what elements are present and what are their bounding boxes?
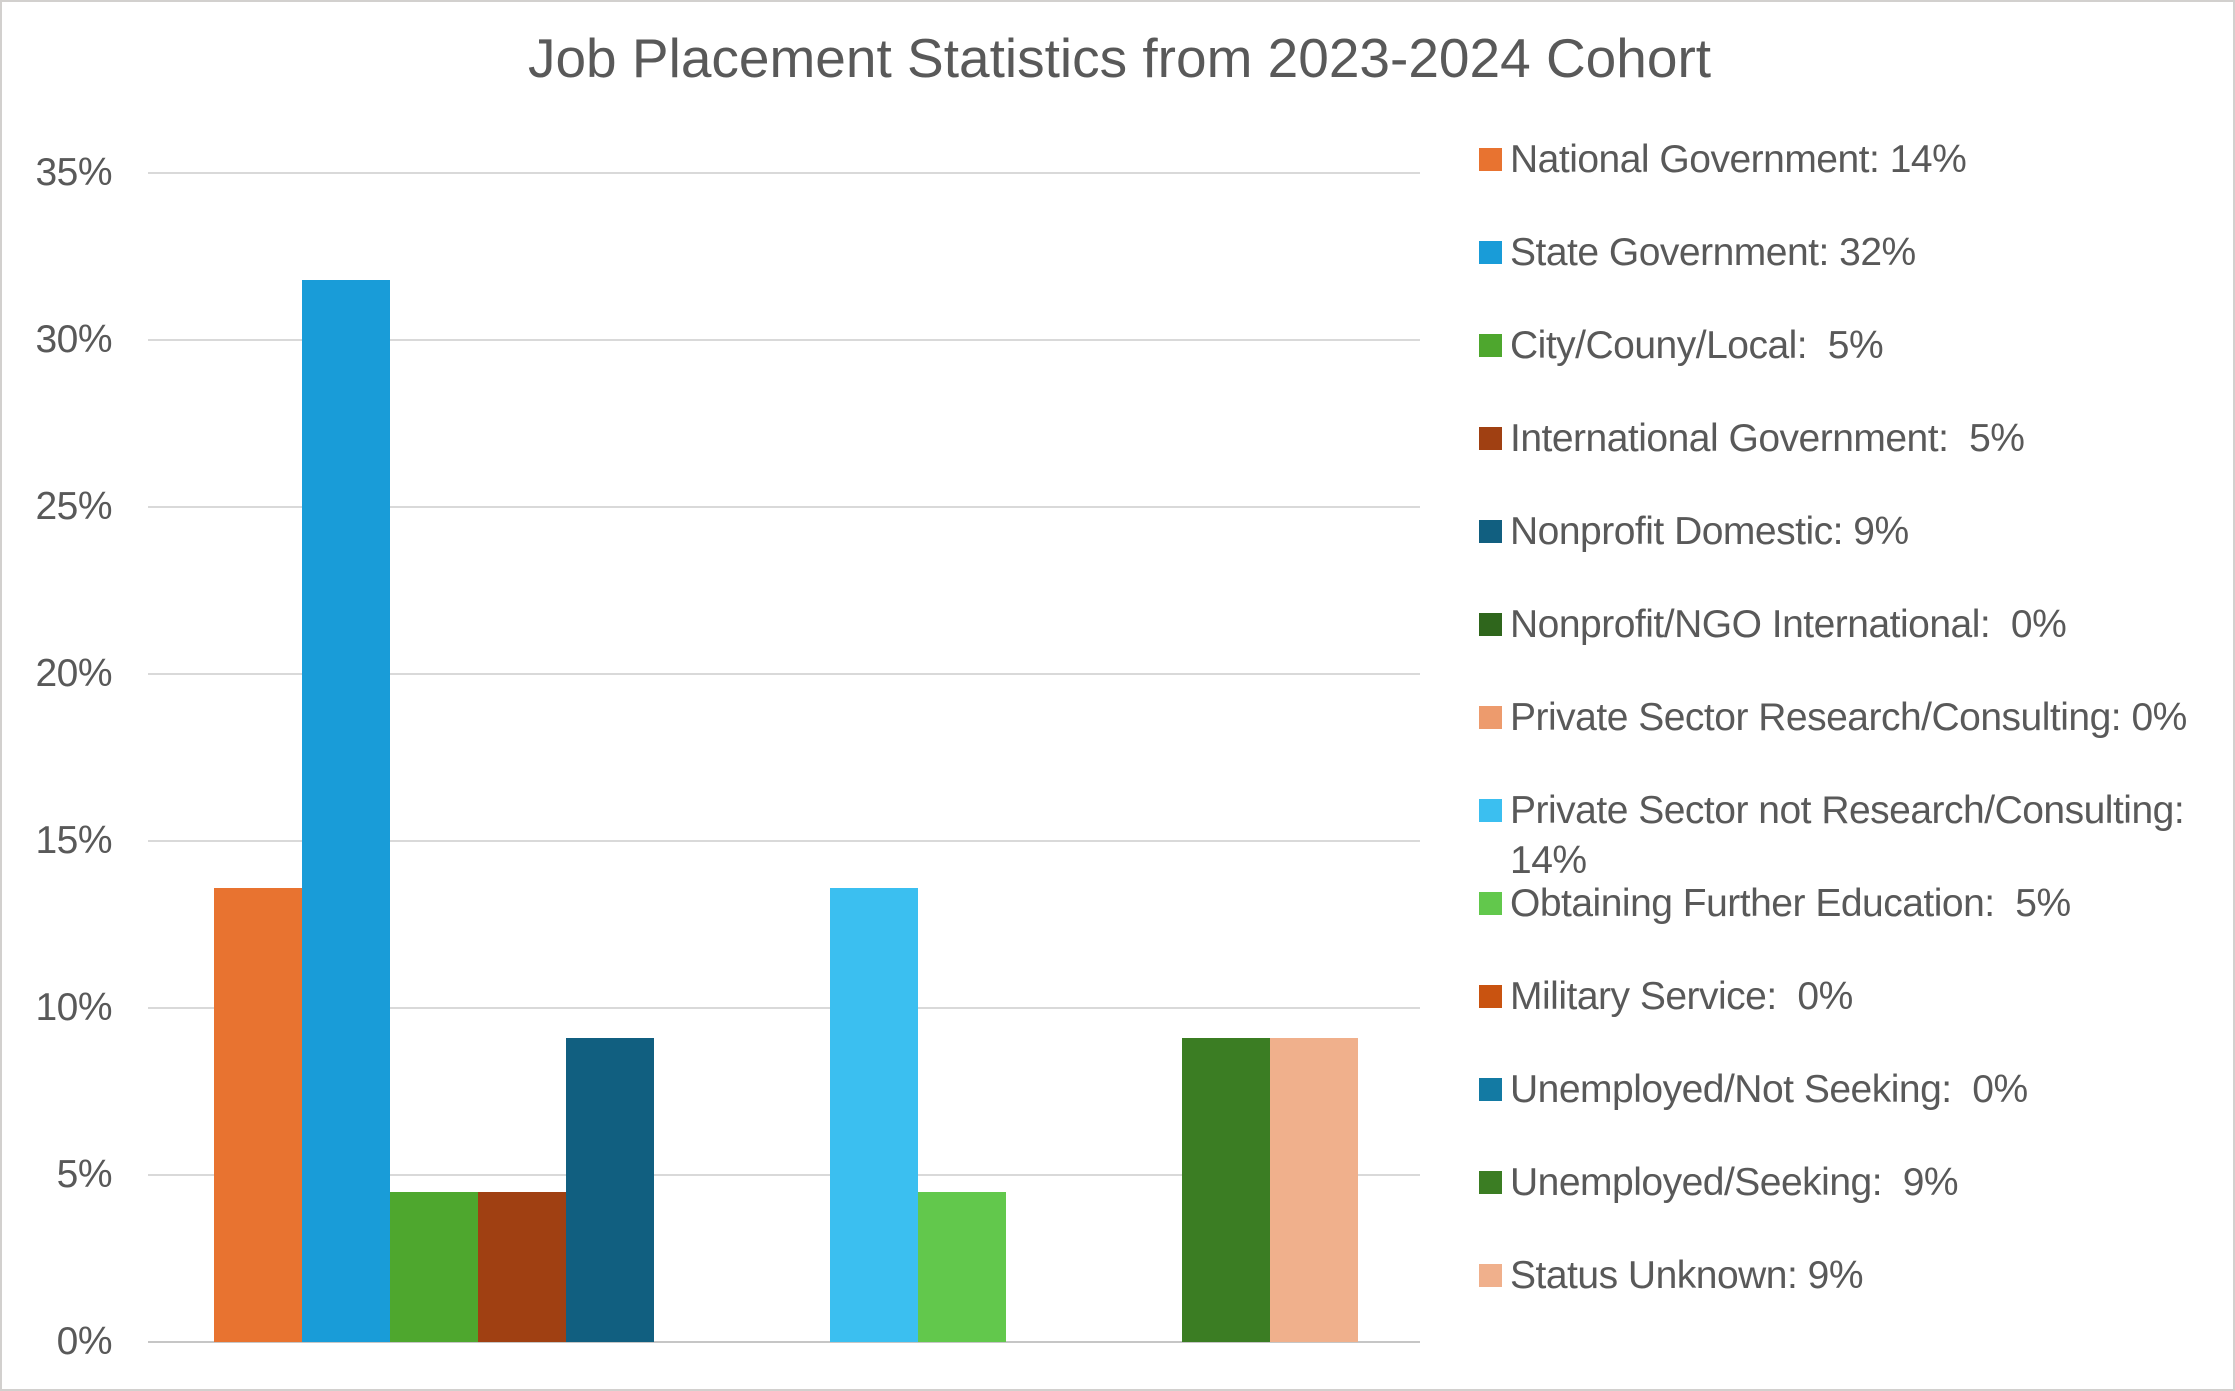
y-tick-10: 10% — [35, 986, 112, 1029]
bar-private-sector-not-research-consulting — [830, 888, 918, 1342]
legend-swatch-obtaining-further-education-icon — [1479, 892, 1502, 915]
legend-swatch-national-government-icon — [1479, 148, 1502, 171]
plot-area — [214, 173, 1358, 1342]
gridline-15 — [148, 840, 1420, 842]
y-tick-30: 30% — [35, 318, 112, 361]
legend-swatch-status-unknown-icon — [1479, 1264, 1502, 1287]
y-tick-5: 5% — [56, 1153, 113, 1196]
legend-item-city-county-local: City/Couny/Local: 5% — [1510, 324, 1884, 367]
bar-unemployed-seeking — [1182, 1038, 1270, 1342]
y-tick-20: 20% — [35, 652, 112, 695]
legend-item-nonprofit-domestic: Nonprofit Domestic: 9% — [1510, 510, 1909, 553]
bar-nonprofit-domestic — [566, 1038, 654, 1342]
legend-item-obtaining-further-education: Obtaining Further Education: 5% — [1510, 882, 2071, 925]
y-tick-0: 0% — [56, 1320, 113, 1363]
legend-swatch-military-service-icon — [1479, 985, 1502, 1008]
legend-item-status-unknown: Status Unknown: 9% — [1510, 1254, 1864, 1297]
y-tick-15: 15% — [35, 819, 112, 862]
gridline-5 — [148, 1174, 1420, 1176]
bar-international-government — [478, 1192, 566, 1342]
gridline-10 — [148, 1007, 1420, 1009]
legend-item-nonprofit-ngo-international: Nonprofit/NGO International: 0% — [1510, 603, 2067, 646]
gridline-30 — [148, 339, 1420, 341]
legend-item-private-sector-not-research-consulting: Private Sector not Research/Consulting: … — [1510, 789, 2185, 882]
legend-swatch-private-sector-not-research-consulting-icon — [1479, 799, 1502, 822]
chart-title: Job Placement Statistics from 2023-2024 … — [527, 27, 1712, 89]
bar-city-county-local — [390, 1192, 478, 1342]
gridline-25 — [148, 506, 1420, 508]
bar-status-unknown — [1270, 1038, 1358, 1342]
legend-item-state-government: State Government: 32% — [1510, 231, 1916, 274]
gridline-35 — [148, 172, 1420, 174]
legend-swatch-unemployed-seeking-icon — [1479, 1171, 1502, 1194]
legend-item-private-sector-research-consulting: Private Sector Research/Consulting: 0% — [1510, 696, 2187, 739]
legend-swatch-city-county-local-icon — [1479, 334, 1502, 357]
legend-item-national-government: National Government: 14% — [1510, 138, 1967, 181]
legend-swatch-nonprofit-ngo-international-icon — [1479, 613, 1502, 636]
y-tick-35: 35% — [35, 151, 112, 194]
legend-swatch-state-government-icon — [1479, 241, 1502, 264]
legend-swatch-private-sector-research-consulting-icon — [1479, 706, 1502, 729]
x-axis-baseline — [148, 1341, 1420, 1343]
legend-swatch-international-government-icon — [1479, 427, 1502, 450]
legend-item-international-government: International Government: 5% — [1510, 417, 2025, 460]
legend-item-military-service: Military Service: 0% — [1510, 975, 1853, 1018]
bar-state-government — [302, 280, 390, 1342]
legend-swatch-unemployed-not-seeking-icon — [1479, 1078, 1502, 1101]
bar-national-government — [214, 888, 302, 1342]
legend-swatch-nonprofit-domestic-icon — [1479, 520, 1502, 543]
gridline-20 — [148, 673, 1420, 675]
y-tick-25: 25% — [35, 485, 112, 528]
legend-item-unemployed-not-seeking: Unemployed/Not Seeking: 0% — [1510, 1068, 2028, 1111]
bar-obtaining-further-education — [918, 1192, 1006, 1342]
legend-item-unemployed-seeking: Unemployed/Seeking: 9% — [1510, 1161, 1959, 1204]
